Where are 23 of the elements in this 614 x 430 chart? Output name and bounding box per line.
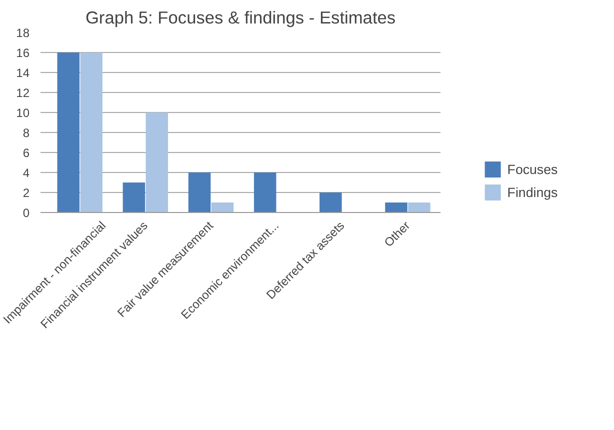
bar (254, 172, 276, 212)
y-tick-label: 12 (16, 86, 30, 100)
y-tick-label: 0 (22, 206, 30, 220)
y-tick-label: 14 (16, 66, 30, 80)
bar (320, 192, 342, 212)
chart-title: Graph 5: Focuses & findings - Estimates (85, 8, 396, 28)
bar (80, 52, 102, 212)
bar (188, 172, 211, 212)
y-tick-label: 6 (22, 146, 30, 160)
y-tick-label: 2 (22, 186, 30, 200)
y-tick-label: 18 (16, 26, 30, 40)
bar (385, 202, 408, 212)
bar (122, 182, 146, 212)
y-tick-label: 16 (16, 46, 30, 60)
y-tick-label: 4 (22, 166, 30, 180)
y-tick-label: 8 (22, 126, 30, 140)
legend-label: Focuses (507, 162, 558, 176)
bar (57, 52, 80, 212)
legend-label: Findings (507, 184, 558, 200)
bar (211, 202, 234, 212)
bar (408, 202, 430, 212)
bar (146, 112, 168, 212)
y-tick-label: 10 (16, 106, 30, 120)
